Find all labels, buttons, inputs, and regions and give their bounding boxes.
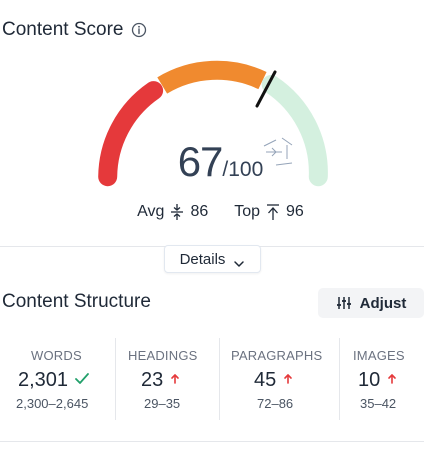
avg-value: 86 xyxy=(190,203,209,220)
benchmarks: Avg 86 Top 96 xyxy=(0,203,441,221)
gauge-segment-low xyxy=(98,81,164,187)
arrow-up-icon xyxy=(386,369,398,392)
top-value: 96 xyxy=(286,203,304,220)
top-label: Top xyxy=(234,203,261,220)
score-out-of: /100 xyxy=(222,158,264,181)
compress-vertical-icon xyxy=(170,203,184,221)
stat-value: 2,301 xyxy=(18,369,69,391)
stat-images: IMAGES 10 35–42 xyxy=(340,338,430,420)
gauge-segment-mid xyxy=(157,60,267,94)
stat-headings: HEADINGS 23 29–35 xyxy=(116,338,219,420)
stat-range: 29–35 xyxy=(144,396,181,411)
adjust-button[interactable]: Adjust xyxy=(318,288,424,318)
details-button[interactable]: Details xyxy=(164,245,261,273)
structure-stats: WORDS 2,301 2,300–2,645 HEADINGS 23 29–3… xyxy=(0,338,441,420)
score-readout: 67/100 xyxy=(0,138,441,186)
stat-words: WORDS 2,301 2,300–2,645 xyxy=(0,338,116,420)
divider-bottom xyxy=(0,441,424,442)
gauge-segment-high xyxy=(261,75,328,187)
top-marker-icon xyxy=(263,137,293,166)
stat-paragraphs: PARAGRAPHS 45 72–86 xyxy=(220,338,339,420)
avg-label: Avg xyxy=(137,203,165,220)
adjust-label: Adjust xyxy=(359,294,407,312)
arrow-up-to-line-icon xyxy=(266,203,280,221)
stat-range: 72–86 xyxy=(257,396,294,411)
stat-label: WORDS xyxy=(31,348,82,363)
gauge-needle xyxy=(255,70,277,108)
stat-divider xyxy=(115,338,116,420)
stat-range: 2,300–2,645 xyxy=(16,396,89,411)
score-gauge xyxy=(98,60,328,187)
chevron-down-icon xyxy=(233,255,245,267)
section-title: Content Structure xyxy=(2,291,151,312)
stat-value: 10 xyxy=(358,369,381,391)
check-icon xyxy=(74,369,90,392)
sliders-icon xyxy=(336,296,352,310)
title-row: Content Score xyxy=(2,19,147,41)
info-circle-icon[interactable] xyxy=(131,22,147,38)
score-value: 67 xyxy=(177,138,224,185)
stat-value-row: 2,301 xyxy=(18,369,90,392)
stat-label: HEADINGS xyxy=(128,348,198,363)
stat-divider xyxy=(339,338,340,420)
details-label: Details xyxy=(179,250,226,268)
page-title: Content Score xyxy=(2,19,124,40)
stat-value-row: 10 xyxy=(358,369,398,392)
arrow-up-icon xyxy=(282,369,294,392)
stat-label: PARAGRAPHS xyxy=(231,348,323,363)
stat-range: 35–42 xyxy=(360,396,397,411)
stat-value: 45 xyxy=(254,369,277,391)
arrow-up-icon xyxy=(169,369,181,392)
stat-value-row: 23 xyxy=(141,369,181,392)
stat-value: 23 xyxy=(141,369,164,391)
stat-label: IMAGES xyxy=(353,348,405,363)
stat-value-row: 45 xyxy=(254,369,294,392)
stat-divider xyxy=(219,338,220,420)
